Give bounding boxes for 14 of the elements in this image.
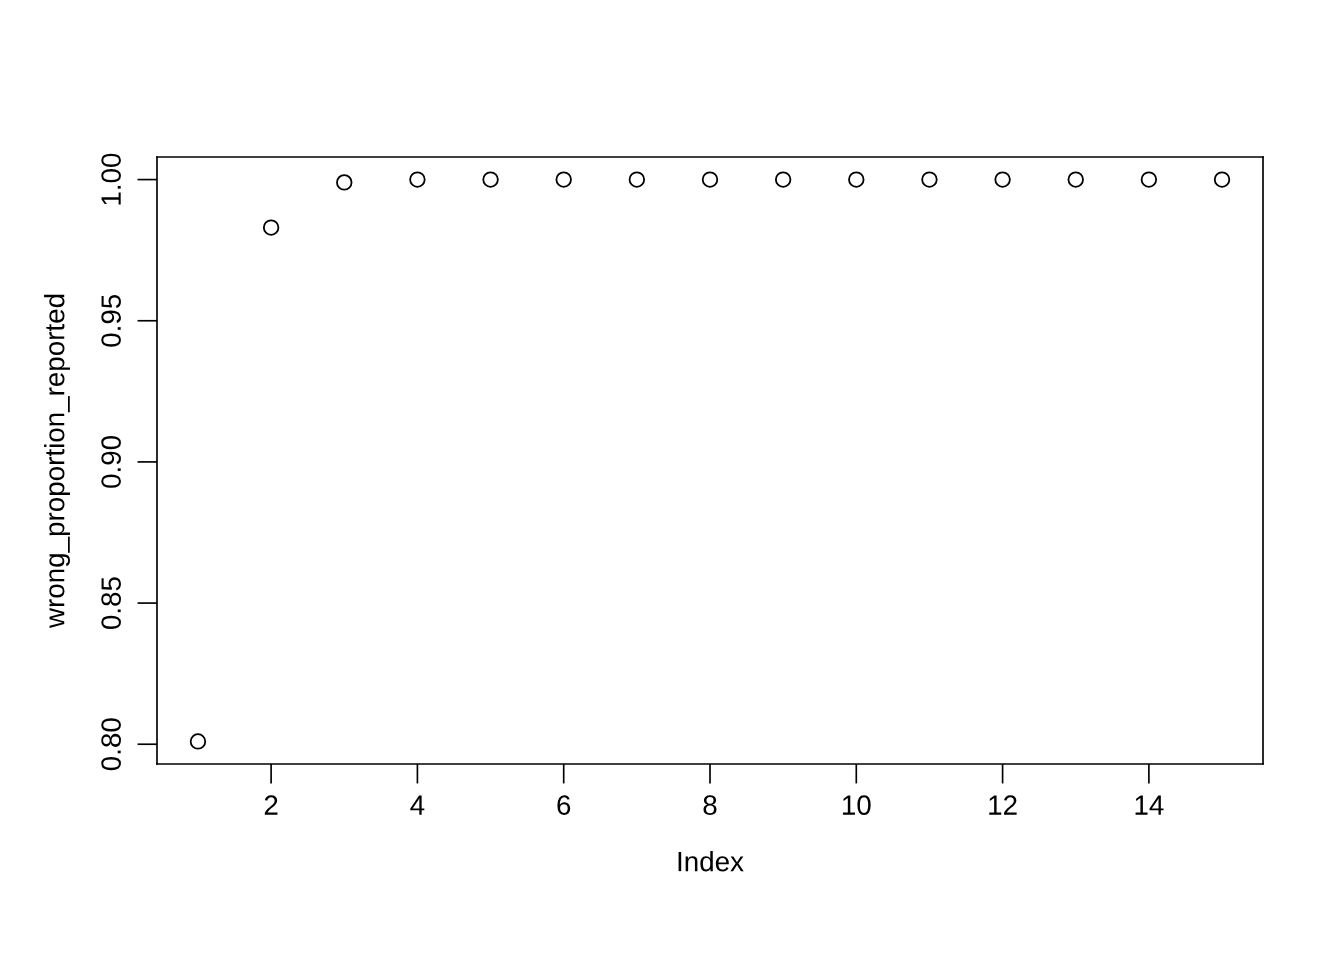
x-tick-label: 12 bbox=[989, 795, 1017, 815]
x-tick-label: 4 bbox=[410, 795, 425, 815]
y-tick-label: 0.95 bbox=[101, 294, 121, 347]
x-tick-label: 2 bbox=[264, 795, 278, 815]
y-tick-label: 0.80 bbox=[101, 718, 121, 771]
y-tick-label: 1.00 bbox=[101, 153, 121, 205]
x-tick-label: 10 bbox=[842, 795, 871, 815]
y-axis-title: wrong_proportion_reported bbox=[44, 294, 70, 629]
x-tick-label: 8 bbox=[703, 795, 717, 815]
x-tick-label: 14 bbox=[1135, 795, 1164, 815]
x-axis-title: Index bbox=[678, 851, 744, 872]
y-tick-label: 0.85 bbox=[101, 577, 121, 630]
y-tick-label: 0.90 bbox=[101, 435, 121, 488]
x-tick-label: 6 bbox=[557, 795, 571, 815]
